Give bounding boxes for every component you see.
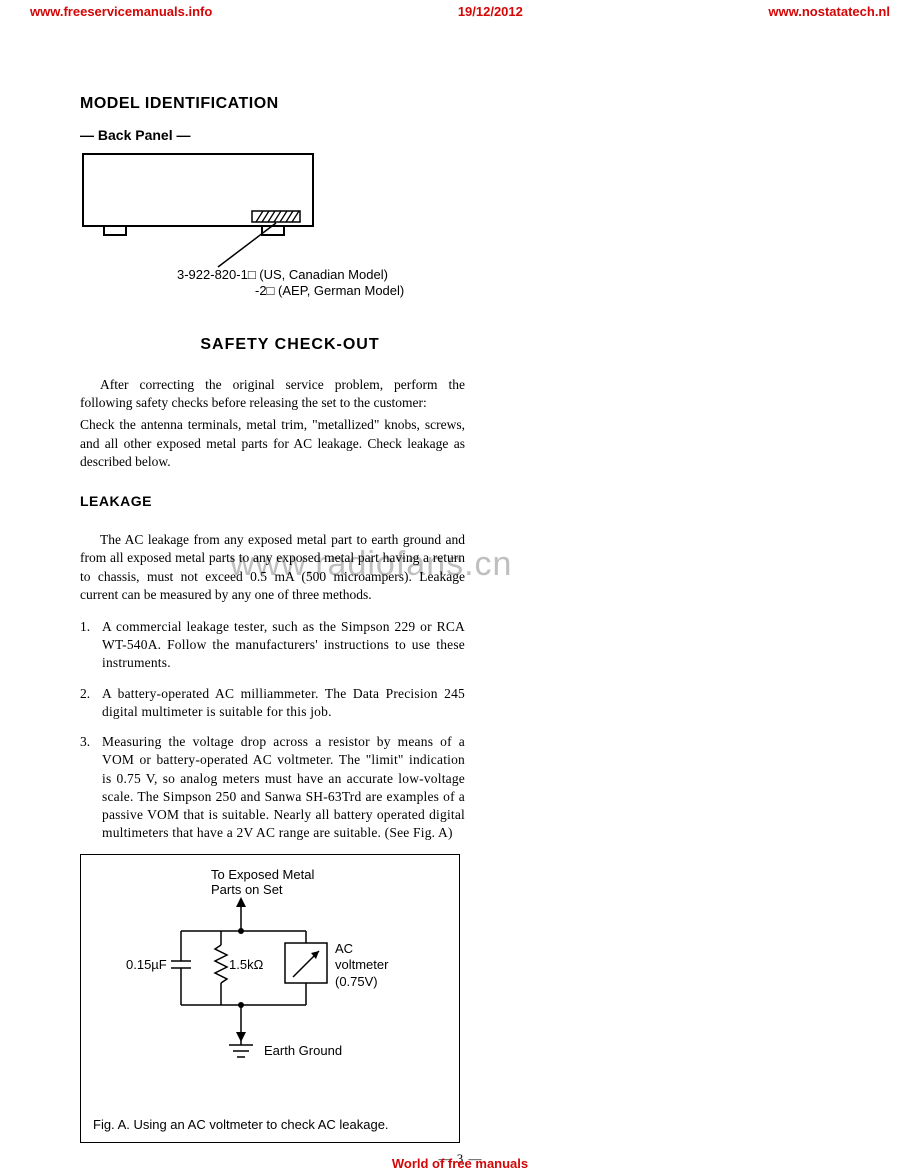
header-left-link[interactable]: www.freeservicemanuals.info	[30, 4, 212, 19]
model-label-2: -2□ (AEP, German Model)	[255, 283, 404, 298]
page-footer: World of free manuals	[0, 1156, 920, 1171]
leakage-method-2: 2.A battery-operated AC milliammeter. Th…	[80, 685, 465, 721]
svg-text:AC: AC	[335, 941, 353, 956]
back-panel-diagram: 3-922-820-1□ (US, Canadian Model) -2□ (A…	[80, 151, 420, 301]
document-content: MODEL IDENTIFICATION — Back Panel — 3-92…	[80, 95, 560, 1143]
svg-text:0.15µF: 0.15µF	[126, 957, 167, 972]
footer-text: World of free manuals	[392, 1156, 528, 1171]
safety-intro-2: Check the antenna terminals, metal trim,…	[80, 416, 465, 471]
leakage-method-1: 1.A commercial leakage tester, such as t…	[80, 618, 465, 673]
header-date: 19/12/2012	[458, 4, 523, 19]
page-header: www.freeservicemanuals.info 19/12/2012 w…	[0, 4, 920, 19]
model-label-1: 3-922-820-1□ (US, Canadian Model)	[177, 267, 388, 282]
svg-text:To Exposed Metal: To Exposed Metal	[211, 867, 314, 882]
model-id-title: MODEL IDENTIFICATION	[80, 95, 560, 113]
svg-text:1.5kΩ: 1.5kΩ	[229, 957, 264, 972]
leakage-title: LEAKAGE	[80, 493, 560, 509]
back-panel-subtitle: — Back Panel —	[80, 127, 560, 143]
figure-a-caption: Fig. A. Using an AC voltmeter to check A…	[93, 1117, 389, 1132]
svg-text:Earth Ground: Earth Ground	[264, 1043, 342, 1058]
figure-a-circuit: To Exposed Metal Parts on Set 0.15µF 1.5…	[81, 855, 457, 1115]
leakage-methods-list: 1.A commercial leakage tester, such as t…	[80, 618, 465, 842]
safety-checkout-title: SAFETY CHECK-OUT	[80, 336, 500, 354]
svg-text:voltmeter: voltmeter	[335, 957, 389, 972]
leakage-method-3: 3.Measuring the voltage drop across a re…	[80, 733, 465, 842]
svg-text:Parts on Set: Parts on Set	[211, 882, 283, 897]
leakage-para: The AC leakage from any exposed metal pa…	[80, 531, 465, 604]
header-right-link[interactable]: www.nostatatech.nl	[768, 4, 890, 19]
svg-text:(0.75V): (0.75V)	[335, 974, 378, 989]
figure-a-box: To Exposed Metal Parts on Set 0.15µF 1.5…	[80, 854, 460, 1143]
safety-intro-1: After correcting the original service pr…	[80, 376, 465, 412]
